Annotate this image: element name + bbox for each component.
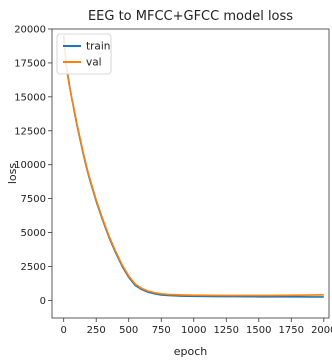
legend: train val bbox=[56, 33, 112, 75]
y-tick-label: 20000 bbox=[14, 25, 46, 36]
series-line-val bbox=[62, 38, 324, 297]
legend-label-train: train bbox=[86, 41, 110, 53]
y-tick-label: 10000 bbox=[14, 160, 46, 171]
y-tick-label: 17500 bbox=[14, 58, 46, 69]
plot-area bbox=[52, 29, 329, 318]
plot-background bbox=[52, 29, 329, 318]
y-axis: 0 2500 5000 7500 10000 12500 15000 17500 20000 bbox=[14, 25, 52, 307]
x-tick-label: 250 bbox=[87, 325, 106, 336]
y-tick-label: 7500 bbox=[21, 194, 46, 205]
x-tick-label: 2000 bbox=[311, 325, 332, 336]
y-axis-label: loss bbox=[6, 163, 19, 185]
x-axis: 0 250 500 750 1000 1250 1500 1750 2000 bbox=[61, 318, 332, 336]
x-axis-label: epoch bbox=[174, 345, 208, 358]
y-tick-label: 2500 bbox=[21, 262, 46, 273]
y-tick-label: 12500 bbox=[14, 126, 46, 137]
series-layer bbox=[62, 35, 324, 298]
x-tick-label: 1500 bbox=[246, 325, 271, 336]
x-tick-label: 500 bbox=[119, 325, 138, 336]
y-tick-label: 15000 bbox=[14, 92, 46, 103]
legend-box bbox=[56, 33, 112, 75]
legend-label-val: val bbox=[86, 57, 102, 69]
x-tick-label: 1750 bbox=[279, 325, 304, 336]
plot-frame bbox=[51, 28, 330, 319]
x-tick-label: 0 bbox=[61, 325, 67, 336]
y-tick-label: 0 bbox=[40, 296, 46, 307]
x-tick-label: 750 bbox=[152, 325, 171, 336]
plot-border bbox=[51, 28, 330, 319]
y-tick-label: 5000 bbox=[21, 228, 46, 239]
x-tick-label: 1250 bbox=[214, 325, 239, 336]
chart-title: EEG to MFCC+GFCC model loss bbox=[88, 9, 293, 24]
x-tick-label: 1000 bbox=[181, 325, 206, 336]
